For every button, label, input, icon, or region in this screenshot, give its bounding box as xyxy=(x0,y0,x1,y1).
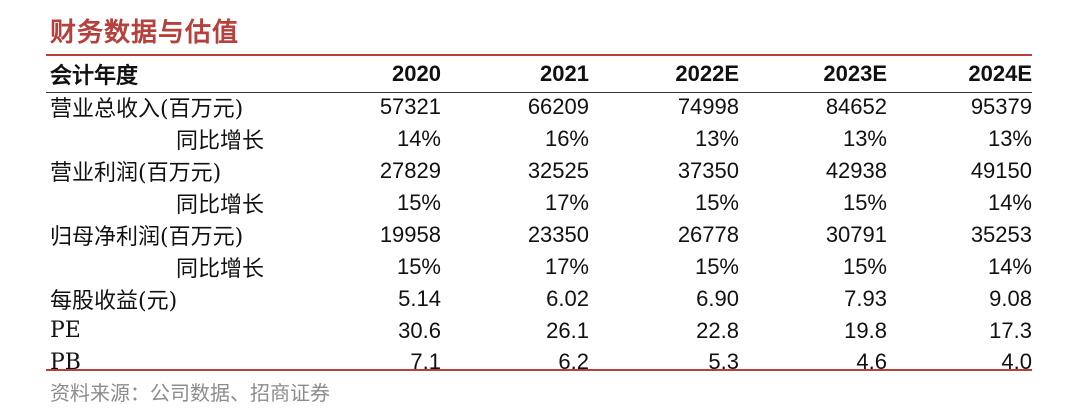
header-rule xyxy=(46,92,1032,93)
row-label: 同比增长 xyxy=(176,129,265,154)
cell-value: 27829 xyxy=(379,158,441,183)
cell-value: 15% xyxy=(842,190,887,215)
header-year: 2022E xyxy=(675,61,739,86)
cell-value: 5.14 xyxy=(398,286,441,311)
cell-value: 15% xyxy=(396,190,441,215)
cell-value: 5.3 xyxy=(708,349,739,375)
cell-value: 9.08 xyxy=(989,286,1032,311)
cell-value: 32525 xyxy=(527,158,589,183)
row-label: PE xyxy=(50,318,81,344)
cell-value: 14% xyxy=(987,190,1032,215)
cell-value: 14% xyxy=(987,254,1032,279)
header-row: 会计年度 2020 2021 2022E 2023E 2024E xyxy=(46,57,1032,91)
cell-value: 16% xyxy=(544,126,589,151)
header-year: 2023E xyxy=(823,61,887,86)
bottom-rule xyxy=(46,369,1032,371)
cell-value: 49150 xyxy=(970,158,1032,183)
row-label: PB xyxy=(50,349,81,375)
cell-value: 37350 xyxy=(677,158,739,183)
table-row: 营业总收入(百万元) 57321 66209 74998 84652 95379 xyxy=(46,91,1032,123)
cell-value: 35253 xyxy=(970,222,1032,247)
cell-value: 23350 xyxy=(527,222,589,247)
cell-value: 17% xyxy=(544,190,589,215)
cell-value: 13% xyxy=(987,126,1032,151)
source-note: 资料来源：公司数据、招商证券 xyxy=(50,381,330,405)
cell-value: 22.8 xyxy=(696,317,739,343)
cell-value: 7.1 xyxy=(410,349,441,375)
cell-value: 30791 xyxy=(825,222,887,247)
cell-value: 7.93 xyxy=(844,286,887,311)
table-row: 归母净利润(百万元) 19958 23350 26778 30791 35253 xyxy=(46,219,1032,251)
cell-value: 95379 xyxy=(970,94,1032,119)
row-label: 同比增长 xyxy=(176,193,265,218)
row-label: 同比增长 xyxy=(176,257,265,282)
table-row: PE 30.6 26.1 22.8 19.8 17.3 xyxy=(46,315,1032,347)
top-rule xyxy=(46,54,1032,56)
cell-value: 42938 xyxy=(825,158,887,183)
row-label: 归母净利润(百万元) xyxy=(50,225,244,250)
financial-table: 会计年度 2020 2021 2022E 2023E 2024E 营业总收入(百… xyxy=(46,57,1032,378)
table-row: 同比增长 15% 17% 15% 15% 14% xyxy=(46,187,1032,219)
table-title: 财务数据与估值 xyxy=(50,18,240,48)
table-row: 同比增长 14% 16% 13% 13% 13% xyxy=(46,123,1032,155)
cell-value: 26.1 xyxy=(546,317,589,343)
cell-value: 15% xyxy=(694,190,739,215)
cell-value: 26778 xyxy=(677,222,739,247)
table-row: 每股收益(元) 5.14 6.02 6.90 7.93 9.08 xyxy=(46,283,1032,315)
cell-value: 6.90 xyxy=(696,286,739,311)
table-row: 营业利润(百万元) 27829 32525 37350 42938 49150 xyxy=(46,155,1032,187)
cell-value: 15% xyxy=(396,254,441,279)
table-body: 营业总收入(百万元) 57321 66209 74998 84652 95379 同比增长 1… xyxy=(46,91,1032,378)
cell-value: 17.3 xyxy=(989,317,1032,343)
cell-value: 6.02 xyxy=(546,286,589,311)
row-label: 营业利润(百万元) xyxy=(50,161,222,186)
header-label: 会计年度 xyxy=(50,63,139,89)
cell-value: 15% xyxy=(694,254,739,279)
cell-value: 13% xyxy=(694,126,739,151)
row-label: 营业总收入(百万元) xyxy=(50,97,244,122)
cell-value: 19958 xyxy=(379,222,441,247)
cell-value: 19.8 xyxy=(844,317,887,343)
table-row: PB 7.1 6.2 5.3 4.6 4.0 xyxy=(46,347,1032,379)
cell-value: 4.6 xyxy=(856,349,887,375)
cell-value: 57321 xyxy=(379,94,441,119)
cell-value: 13% xyxy=(842,126,887,151)
header-year: 2021 xyxy=(540,61,589,86)
cell-value: 4.0 xyxy=(1001,349,1032,375)
cell-value: 15% xyxy=(842,254,887,279)
cell-value: 30.6 xyxy=(398,317,441,343)
cell-value: 84652 xyxy=(825,94,887,119)
header-year: 2020 xyxy=(392,61,441,86)
cell-value: 14% xyxy=(396,126,441,151)
header-year: 2024E xyxy=(968,61,1032,86)
cell-value: 74998 xyxy=(677,94,739,119)
cell-value: 17% xyxy=(544,254,589,279)
row-label: 每股收益(元) xyxy=(50,289,178,314)
cell-value: 66209 xyxy=(527,94,589,119)
cell-value: 6.2 xyxy=(558,349,589,375)
table-row: 同比增长 15% 17% 15% 15% 14% xyxy=(46,251,1032,283)
